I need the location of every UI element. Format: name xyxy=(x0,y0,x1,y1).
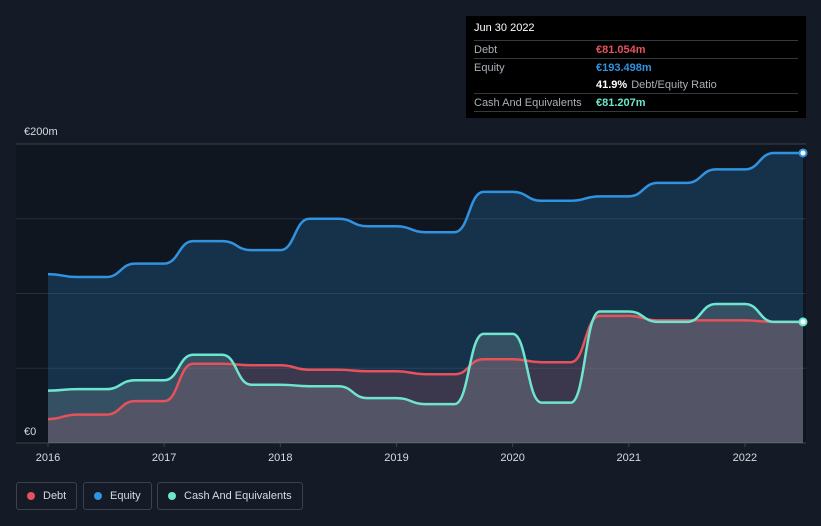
equity-dot-icon xyxy=(94,492,102,500)
x-axis: 2016 2017 2018 2019 2020 2021 2022 xyxy=(36,443,757,464)
equity-end-marker xyxy=(798,148,808,158)
tooltip-equity-row: Equity €193.498m xyxy=(474,59,798,76)
chart-end-markers xyxy=(798,148,808,327)
legend-equity[interactable]: Equity xyxy=(83,482,152,510)
x-tick-label: 2018 xyxy=(268,452,292,464)
cash-and-equivalents-end-marker xyxy=(798,317,808,327)
legend-debt[interactable]: Debt xyxy=(16,482,78,510)
y-tick-label-zero: €0 xyxy=(24,426,36,438)
tooltip-ratio-label: Debt/Equity Ratio xyxy=(631,78,717,91)
chart-lines xyxy=(47,151,803,421)
y-tick-label-top: €200m xyxy=(24,126,58,138)
x-tick-label: 2019 xyxy=(384,452,408,464)
tooltip-debt-row: Debt €81.054m xyxy=(474,41,798,59)
tooltip-cash-row: Cash And Equivalents €81.207m xyxy=(474,94,798,112)
cash-and-equivalents-area xyxy=(48,303,803,443)
x-tick-label: 2016 xyxy=(36,452,60,464)
cash-dot-icon xyxy=(168,492,176,500)
x-tick-label: 2020 xyxy=(500,452,524,464)
tooltip-debt-label: Debt xyxy=(474,43,498,56)
tooltip-panel: Jun 30 2022 Debt €81.054m Equity €193.49… xyxy=(466,16,806,118)
x-tick-label: 2017 xyxy=(152,452,176,464)
x-tick-label: 2022 xyxy=(733,452,757,464)
tooltip-date: Jun 30 2022 xyxy=(474,22,798,41)
debt-dot-icon xyxy=(27,492,35,500)
tooltip-equity-value: €193.498m xyxy=(596,61,652,74)
legend-cash-label: Cash And Equivalents xyxy=(184,490,292,502)
legend-equity-label: Equity xyxy=(110,490,141,502)
tooltip-debt-value: €81.054m xyxy=(596,43,646,56)
x-tick-label: 2021 xyxy=(617,452,641,464)
chart-gridlines xyxy=(16,143,806,444)
debt-line xyxy=(47,314,803,421)
tooltip-equity-label: Equity xyxy=(474,61,505,74)
debt-area xyxy=(48,315,803,443)
legend-debt-label: Debt xyxy=(43,490,67,502)
y-axis: €200m €0 xyxy=(24,126,58,438)
tooltip-ratio-row: 41.9% Debt/Equity Ratio xyxy=(474,76,798,94)
cash-and-equivalents-line xyxy=(47,302,803,406)
tooltip-cash-value: €81.207m xyxy=(596,96,646,109)
tooltip-ratio-value: 41.9% xyxy=(596,78,628,91)
tooltip-cash-label: Cash And Equivalents xyxy=(474,96,582,109)
equity-line xyxy=(47,151,803,279)
legend-cash[interactable]: Cash And Equivalents xyxy=(157,482,303,510)
